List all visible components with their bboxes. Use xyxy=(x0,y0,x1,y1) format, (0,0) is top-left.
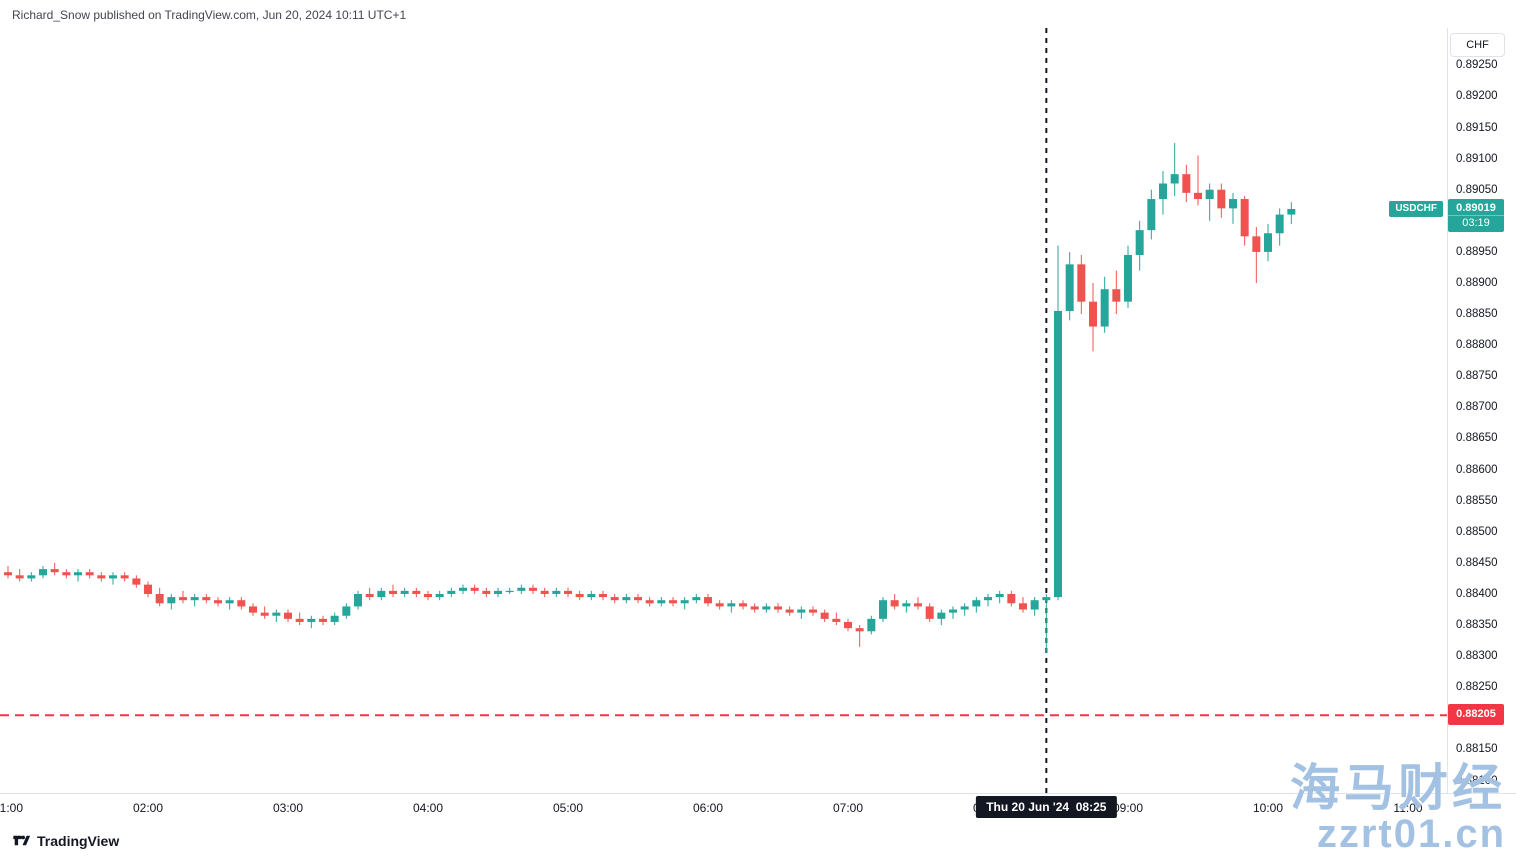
price-tick: 0.88450 xyxy=(1456,556,1498,569)
tradingview-branding[interactable]: TradingView xyxy=(12,831,119,850)
price-tick: 0.88800 xyxy=(1456,339,1498,352)
price-tick: 0.88750 xyxy=(1456,370,1498,383)
price-tick: 0.88250 xyxy=(1456,681,1498,694)
price-tick: 0.88500 xyxy=(1456,525,1498,538)
watermark-line2: zzrt01.cn xyxy=(1316,812,1506,857)
time-tick: 03:00 xyxy=(272,801,304,815)
price-tick: 0.88700 xyxy=(1456,401,1498,414)
last-price-value: 0.89019 xyxy=(1456,201,1496,214)
attribution-text: Richard_Snow published on TradingView.co… xyxy=(12,8,407,22)
price-tick: 0.89250 xyxy=(1456,59,1498,72)
time-tick: 05:00 xyxy=(552,801,584,815)
level-price-label: 0.88205 xyxy=(1448,704,1504,726)
price-tick: 0.88850 xyxy=(1456,308,1498,321)
tradingview-logo-icon xyxy=(12,831,31,850)
time-tick: 11:00 xyxy=(1393,801,1423,815)
time-tick: 07:00 xyxy=(832,801,864,815)
time-tick: 02:00 xyxy=(132,801,164,815)
price-tick: 0.88600 xyxy=(1456,463,1498,476)
price-tick: 0.88950 xyxy=(1456,245,1498,258)
price-tick: 0.89100 xyxy=(1456,152,1498,165)
time-tick: 09:00 xyxy=(1112,801,1144,815)
price-tick: 0.88150 xyxy=(1456,743,1498,756)
price-tick: 0.88300 xyxy=(1456,650,1498,663)
watermark-line1: 海马财经 xyxy=(1290,760,1506,817)
last-price-label: 0.89019 03:19 xyxy=(1448,198,1504,232)
price-tick: 0.89150 xyxy=(1456,121,1498,134)
currency-unit-button[interactable]: CHF xyxy=(1450,33,1505,57)
price-tick: 0.89050 xyxy=(1456,183,1498,196)
price-tick: 0.88100 xyxy=(1456,774,1498,787)
time-tick: 01:00 xyxy=(0,801,24,815)
time-tick: 10:00 xyxy=(1252,801,1284,815)
price-tick: 0.88400 xyxy=(1456,587,1498,600)
price-tick: 0.88350 xyxy=(1456,619,1498,632)
bar-countdown: 03:19 xyxy=(1448,214,1504,230)
crosshair-date-label: Thu 20 Jun '24 08:25 xyxy=(976,796,1117,818)
tradingview-logo-text: TradingView xyxy=(37,832,120,849)
price-tick: 0.88550 xyxy=(1456,494,1498,507)
symbol-price-tag: USDCHF xyxy=(1389,200,1443,217)
time-axis-border xyxy=(0,793,1516,794)
price-tick: 0.89200 xyxy=(1456,90,1498,103)
price-axis-border xyxy=(1447,28,1448,793)
time-tick: 04:00 xyxy=(412,801,444,815)
price-tick: 0.88650 xyxy=(1456,432,1498,445)
watermark: 海马财经 zzrt01.cn xyxy=(1290,763,1506,855)
price-tick: 0.88900 xyxy=(1456,277,1498,289)
time-tick: 06:00 xyxy=(692,801,724,815)
